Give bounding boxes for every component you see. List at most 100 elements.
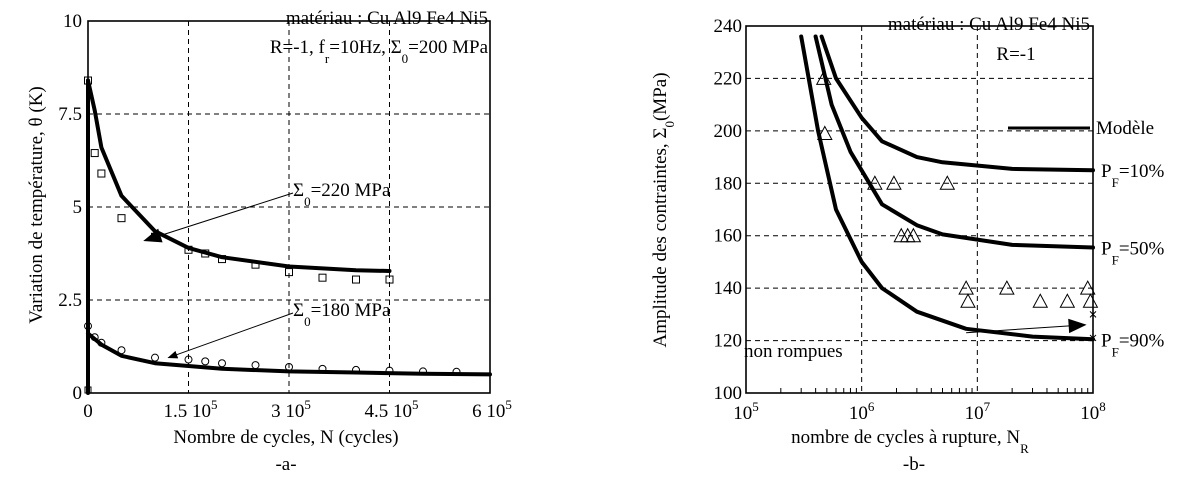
- x-tick-label-b-exponent: 8: [1099, 399, 1106, 414]
- curve-label-b-2-value: =90%: [1119, 330, 1165, 351]
- data-point-square: [251, 260, 260, 269]
- data-point-circle: [285, 362, 293, 371]
- data-point-circle: [84, 322, 92, 331]
- data-point-square: [184, 245, 193, 254]
- series-label-180-value: =180 MPa: [311, 300, 391, 321]
- y-axis-label-a: Variation de température, θ (K): [26, 86, 47, 324]
- data-point-circle: [201, 357, 210, 366]
- y-axis-label-b: Amplitude des contraintes, Σ0(MPa): [650, 72, 677, 347]
- data-point-square: [385, 275, 394, 284]
- x-tick-label-b-exponent: 6: [868, 399, 875, 414]
- data-point-circle: [184, 355, 193, 364]
- panel-label-b: -b-: [903, 454, 925, 475]
- data-point-circle: [318, 364, 327, 373]
- y-tick-label-b: 120: [714, 331, 743, 352]
- data-point-square: [84, 76, 92, 85]
- y-tick-label-b: 100: [714, 383, 743, 404]
- curve-label-b-1-sub: F: [1112, 253, 1119, 268]
- data-point-triangle: [905, 227, 922, 243]
- data-point-circle: [385, 366, 394, 375]
- info-line2-a-part1: R=-1, f: [270, 37, 326, 58]
- data-point-square: [285, 268, 293, 277]
- data-point-square: [318, 273, 327, 282]
- data-point-circle: [452, 367, 461, 376]
- x-tick-label-b: 107: [965, 399, 991, 424]
- series-label-180-sigma: Σ: [293, 300, 304, 321]
- info-line2-b: R=-1: [996, 44, 1035, 65]
- data-point-triangle: [958, 280, 974, 295]
- curve-label-b-2: PF=90%: [1101, 330, 1165, 359]
- series-label-220: Σ0=220 MPa: [293, 180, 391, 209]
- grid-a: [88, 21, 490, 393]
- model-curve-a-0: [86, 78, 392, 273]
- data-point-triangle: [1082, 293, 1099, 308]
- model-curve-a-1: [86, 331, 492, 377]
- panel-label-a: -a-: [275, 454, 296, 475]
- data-point-triangle: [1032, 293, 1049, 308]
- data-point-circle: [151, 353, 159, 362]
- info-line1-b: matériau : Cu Al9 Fe4 Ni5: [888, 14, 1090, 35]
- info-line2-a-part2: =10Hz, Σ: [329, 37, 401, 58]
- y-axis-label-b-main: Amplitude des contraintes, Σ: [650, 128, 671, 348]
- y-tick-label-b: 140: [714, 278, 743, 299]
- series-label-180-sub: 0: [304, 314, 311, 329]
- x-axis-label-b-sub: R: [1020, 441, 1029, 456]
- experimental-points-b: [815, 70, 1099, 342]
- data-point-triangle: [1079, 280, 1096, 295]
- info-line1-a: matériau : Cu Al9 Fe4 Ni5: [286, 8, 488, 29]
- x-tick-label-a-exponent: 5: [505, 397, 512, 412]
- series-a: [84, 76, 492, 395]
- data-point-triangle: [816, 125, 833, 140]
- data-point-square: [90, 149, 99, 158]
- model-curve-b-2: [799, 34, 1095, 342]
- plot-frame-b: [745, 25, 1094, 394]
- arrow-220: [143, 192, 294, 243]
- curve-label-b-1: PF=50%: [1101, 239, 1165, 268]
- x-tick-label-a: 3 105: [271, 397, 311, 422]
- y-tick-label-b: 240: [714, 16, 743, 37]
- x-tick-label-a: 0: [83, 401, 93, 422]
- runout-marker: [1089, 311, 1097, 318]
- data-point-square: [218, 255, 226, 264]
- x-tick-label-b: 106: [849, 399, 875, 424]
- data-point-triangle: [815, 70, 832, 85]
- y-tick-label-a: 10: [63, 11, 82, 32]
- data-point-square: [201, 249, 210, 258]
- data-point-circle: [117, 346, 126, 355]
- x-axis-label-b: nombre de cycles à rupture, NR: [791, 427, 1029, 456]
- runout-marker: [1089, 334, 1097, 342]
- y-tick-label-a: 7.5: [58, 104, 82, 125]
- arrow-non-rompues: [966, 318, 1087, 334]
- data-point-triangle: [960, 293, 976, 308]
- x-axis-label-b-main: nombre de cycles à rupture, N: [791, 427, 1020, 448]
- curve-label-b-1-value: =50%: [1119, 239, 1165, 260]
- curve-label-b-0: PF=10%: [1101, 161, 1165, 190]
- y-tick-label-a: 5: [73, 197, 83, 218]
- data-point-circle: [97, 338, 106, 347]
- origin-marker-a: [84, 386, 92, 394]
- series-label-220-sub: 0: [304, 194, 311, 209]
- info-line2-a-part3: =200 MPa: [408, 37, 488, 58]
- x-ticks-b: 105 106 107 108: [733, 399, 1106, 424]
- chart-panel-a: 0 1.5 105 3 105 4.5 105 6 105 0 2.5 5 7.5 10 mat…: [26, 8, 512, 475]
- y-axis-label-b-unit: (MPa): [650, 72, 671, 121]
- info-line2-a: R=-1, fr=10Hz, Σ0=200 MPa: [270, 37, 489, 66]
- y-tick-label-b: 160: [714, 226, 743, 247]
- data-point-triangle: [1059, 293, 1076, 308]
- data-point-triangle: [867, 175, 883, 190]
- data-point-square: [117, 214, 126, 223]
- x-tick-label-a-exponent: 5: [211, 397, 218, 412]
- curve-label-b-0-sub: F: [1112, 175, 1119, 190]
- x-tick-label-b-exponent: 7: [984, 399, 991, 414]
- info-line2-a-sub1: r: [325, 51, 330, 66]
- y-tick-label-a: 2.5: [58, 290, 82, 311]
- series-label-220-value: =220 MPa: [311, 180, 391, 201]
- y-tick-label-b: 200: [714, 121, 743, 142]
- x-tick-label-a: 1.5 105: [164, 397, 218, 422]
- y-ticks-b: 100 120 140 160 180 200 220 240: [714, 16, 743, 404]
- series-label-180: Σ0=180 MPa: [293, 300, 391, 329]
- legend-label-modele: Modèle: [1096, 118, 1154, 139]
- model-curve-b-0: [819, 34, 1095, 173]
- data-point-square: [352, 275, 360, 284]
- model-curve-b-1: [813, 34, 1095, 250]
